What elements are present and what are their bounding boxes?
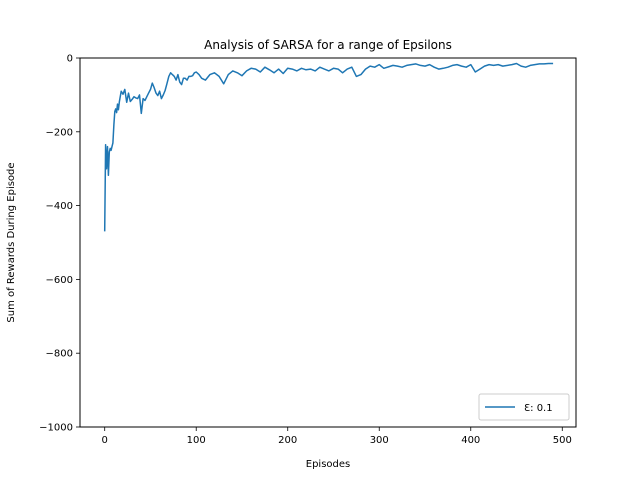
x-tick-label: 100 <box>187 435 206 446</box>
y-axis-ticks: 0 −200 −400 −600 −800 −1000 <box>39 54 80 434</box>
y-tick-label: −1000 <box>39 423 73 434</box>
x-axis-label: Episodes <box>306 459 350 470</box>
series-layer <box>103 62 554 232</box>
chart-title: Analysis of SARSA for a range of Epsilon… <box>204 38 452 52</box>
y-tick-label: −200 <box>46 127 73 138</box>
x-tick-label: 500 <box>553 435 572 446</box>
y-tick-label: −600 <box>46 275 73 286</box>
y-axis-label: Sum of Rewards During Episode <box>6 162 17 322</box>
plot-frame <box>79 57 577 428</box>
x-tick-label: 0 <box>102 435 108 446</box>
series-line <box>103 62 554 232</box>
legend-label: Ɛ: 0.1 <box>524 403 553 414</box>
legend: Ɛ: 0.1 <box>478 393 570 421</box>
x-axis-ticks: 0 100 200 300 400 500 <box>102 427 572 446</box>
y-tick-label: −800 <box>46 349 73 360</box>
y-tick-label: 0 <box>67 54 73 65</box>
y-tick-label: −400 <box>46 201 73 212</box>
x-tick-label: 200 <box>278 435 297 446</box>
x-tick-label: 300 <box>370 435 389 446</box>
legend-box <box>478 393 570 421</box>
x-tick-label: 400 <box>461 435 480 446</box>
